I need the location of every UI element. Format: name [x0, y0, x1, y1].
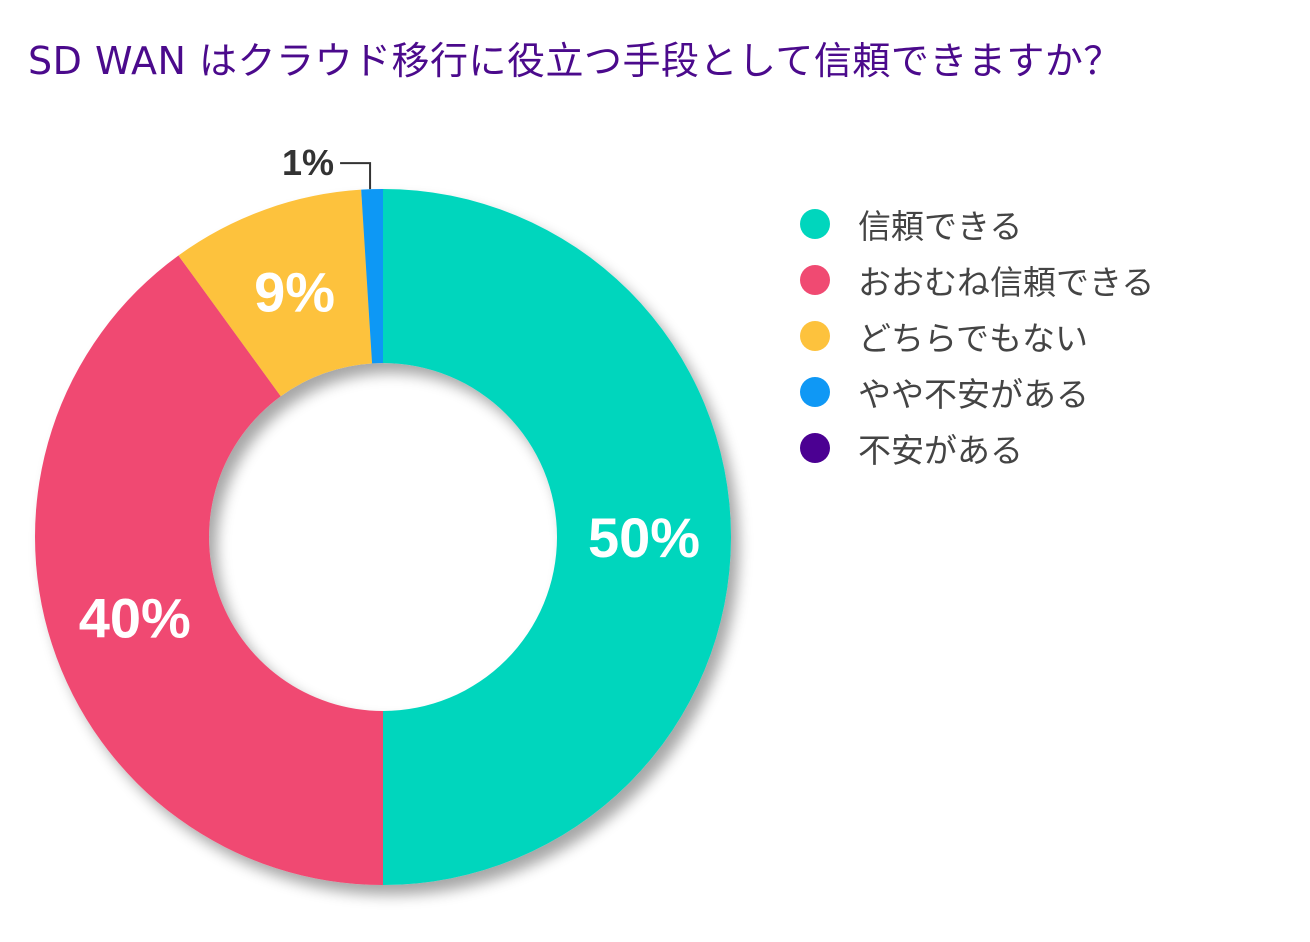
legend-item: やや不安がある [800, 364, 1154, 420]
donut-chart: 50% 40% 9% 1% [34, 142, 731, 885]
chart-title: SD WAN はクラウド移行に役立つ手段として信頼できますか？ [28, 39, 1122, 83]
legend-label: 不安がある [858, 431, 1023, 470]
slice-labels: 50% 40% 9% 1% [79, 142, 700, 649]
legend-swatch [800, 433, 830, 463]
legend: 信頼できるおおむね信頼できる どちらでもない やや不安がある 不安がある [800, 196, 1154, 476]
slice-3 [361, 189, 383, 364]
legend-label: おおむね信頼できる [858, 263, 1155, 302]
slice-label-3: 1% [282, 142, 334, 183]
legend-item: どちらでもない [800, 308, 1154, 364]
donut-slices [34, 189, 731, 885]
slice-label-1: 40% [79, 587, 191, 650]
legend-item: 不安がある [800, 420, 1154, 476]
legend-item: おおむね信頼できる [800, 252, 1154, 308]
legend-swatch [800, 321, 830, 351]
legend-swatch [800, 209, 830, 239]
legend-label: やや不安がある [858, 375, 1089, 414]
slice-label-2: 9% [254, 260, 335, 323]
slice-0 [383, 189, 731, 885]
legend-item: 信頼できる [800, 196, 1154, 252]
legend-swatch [800, 377, 830, 407]
slice-label-0: 50% [588, 506, 700, 569]
legend-label: 信頼できる [858, 207, 1023, 246]
legend-swatch [800, 265, 830, 295]
legend-label: どちらでもない [858, 319, 1089, 358]
slice-leader-line-3 [340, 162, 372, 190]
slice-1 [34, 255, 383, 885]
slice-2 [178, 189, 373, 397]
